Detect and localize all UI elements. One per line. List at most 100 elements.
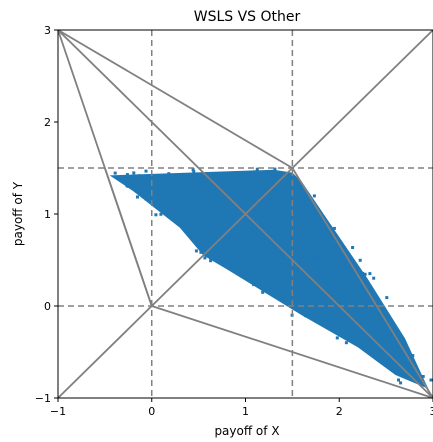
scatter-point — [125, 173, 129, 177]
scatter-point — [346, 266, 350, 270]
scatter-point — [253, 170, 256, 174]
scatter-point — [272, 174, 276, 178]
scatter-point — [366, 348, 370, 352]
scatter-point — [255, 167, 259, 171]
scatter-point — [330, 321, 334, 325]
scatter-point — [269, 195, 273, 199]
outline-lines — [57, 29, 433, 399]
scatter-point — [354, 265, 358, 269]
scatter-point — [209, 259, 213, 263]
scatter-point — [298, 260, 301, 264]
scatter-point — [139, 187, 143, 191]
scatter-point — [196, 194, 200, 198]
scatter-point — [321, 245, 325, 249]
scatter-point — [310, 226, 313, 230]
scatter-point — [159, 193, 163, 197]
y-axis-ticks: −1 0 1 2 3 — [35, 24, 58, 405]
scatter-point — [296, 194, 300, 198]
x-axis-ticks: −1 0 1 2 3 — [50, 398, 433, 418]
scatter-point — [191, 168, 195, 172]
x-tick-label: 2 — [336, 405, 343, 418]
scatter-point — [335, 336, 339, 340]
scatter-point — [143, 182, 147, 186]
scatter-point — [276, 174, 280, 178]
scatter-point — [297, 268, 301, 272]
scatter-point — [341, 315, 345, 319]
scatter-point — [187, 223, 190, 227]
scatter-point — [331, 285, 335, 289]
scatter-point — [167, 172, 171, 176]
scatter-point — [144, 197, 148, 201]
scatter-point — [297, 287, 300, 291]
scatter-point — [344, 341, 348, 345]
scatter-point — [222, 197, 226, 201]
scatter-point — [340, 265, 344, 269]
scatter-point — [353, 341, 357, 345]
scatter-point — [320, 318, 324, 322]
scatter-point — [387, 362, 391, 366]
scatter-point — [299, 244, 303, 248]
scatter-point — [315, 256, 319, 260]
scatter-point — [403, 344, 407, 348]
scatter-point — [355, 288, 359, 292]
scatter-point — [186, 185, 190, 189]
scatter-point — [282, 197, 286, 201]
scatter-point — [384, 360, 388, 364]
outline-segment — [57, 29, 293, 169]
scatter-point — [300, 255, 304, 259]
scatter-point — [242, 226, 246, 230]
scatter-point — [275, 272, 279, 276]
scatter-point — [358, 258, 362, 262]
scatter-point — [271, 177, 275, 181]
scatter-point — [308, 234, 312, 238]
scatter-point — [126, 184, 130, 188]
y-tick-label: 0 — [44, 300, 51, 313]
scatter-point — [309, 308, 313, 312]
reference-lines — [58, 30, 433, 398]
scatter-point — [144, 169, 148, 173]
scatter-point — [252, 283, 256, 287]
scatter-point — [266, 278, 270, 282]
y-axis-label: payoff of Y — [11, 181, 25, 246]
outline-segment — [57, 29, 433, 399]
outline-segment — [104, 167, 153, 307]
scatter-point — [222, 194, 226, 198]
scatter-point — [300, 301, 304, 305]
scatter-point — [313, 248, 317, 252]
scatter-point — [304, 198, 308, 202]
scatter-point — [363, 272, 367, 276]
scatter-point — [287, 275, 291, 279]
scatter-point — [274, 291, 278, 295]
scatter-point — [273, 167, 277, 171]
x-tick-label: 1 — [242, 405, 249, 418]
scatter-point — [154, 213, 158, 217]
scatter-point — [361, 312, 365, 316]
scatter-point — [246, 251, 250, 255]
scatter-point — [421, 375, 425, 378]
scatter-point — [411, 354, 415, 358]
x-tick-label: 3 — [430, 405, 433, 418]
scatter-point — [283, 276, 287, 280]
scatter-point — [222, 211, 226, 214]
scatter-point — [197, 172, 201, 176]
scatter-point — [260, 186, 264, 190]
scatter-point — [200, 229, 204, 233]
scatter-point — [155, 190, 159, 194]
scatter-point — [385, 296, 389, 300]
scatter-point — [212, 244, 216, 248]
scatter-point — [198, 222, 201, 226]
scatter-point — [401, 373, 405, 377]
scatter-point — [389, 359, 393, 363]
scatter-point — [336, 308, 339, 312]
scatter-point — [261, 198, 265, 202]
scatter-point — [268, 203, 272, 206]
scatter-point — [266, 266, 270, 270]
scatter-point — [287, 298, 291, 302]
scatter-point — [383, 338, 387, 342]
scatter-point — [220, 172, 224, 176]
scatter-point — [296, 243, 300, 247]
scatter-point — [327, 274, 331, 278]
scatter-point — [278, 193, 282, 197]
scatter-point — [277, 252, 281, 256]
scatter-point — [390, 331, 394, 335]
